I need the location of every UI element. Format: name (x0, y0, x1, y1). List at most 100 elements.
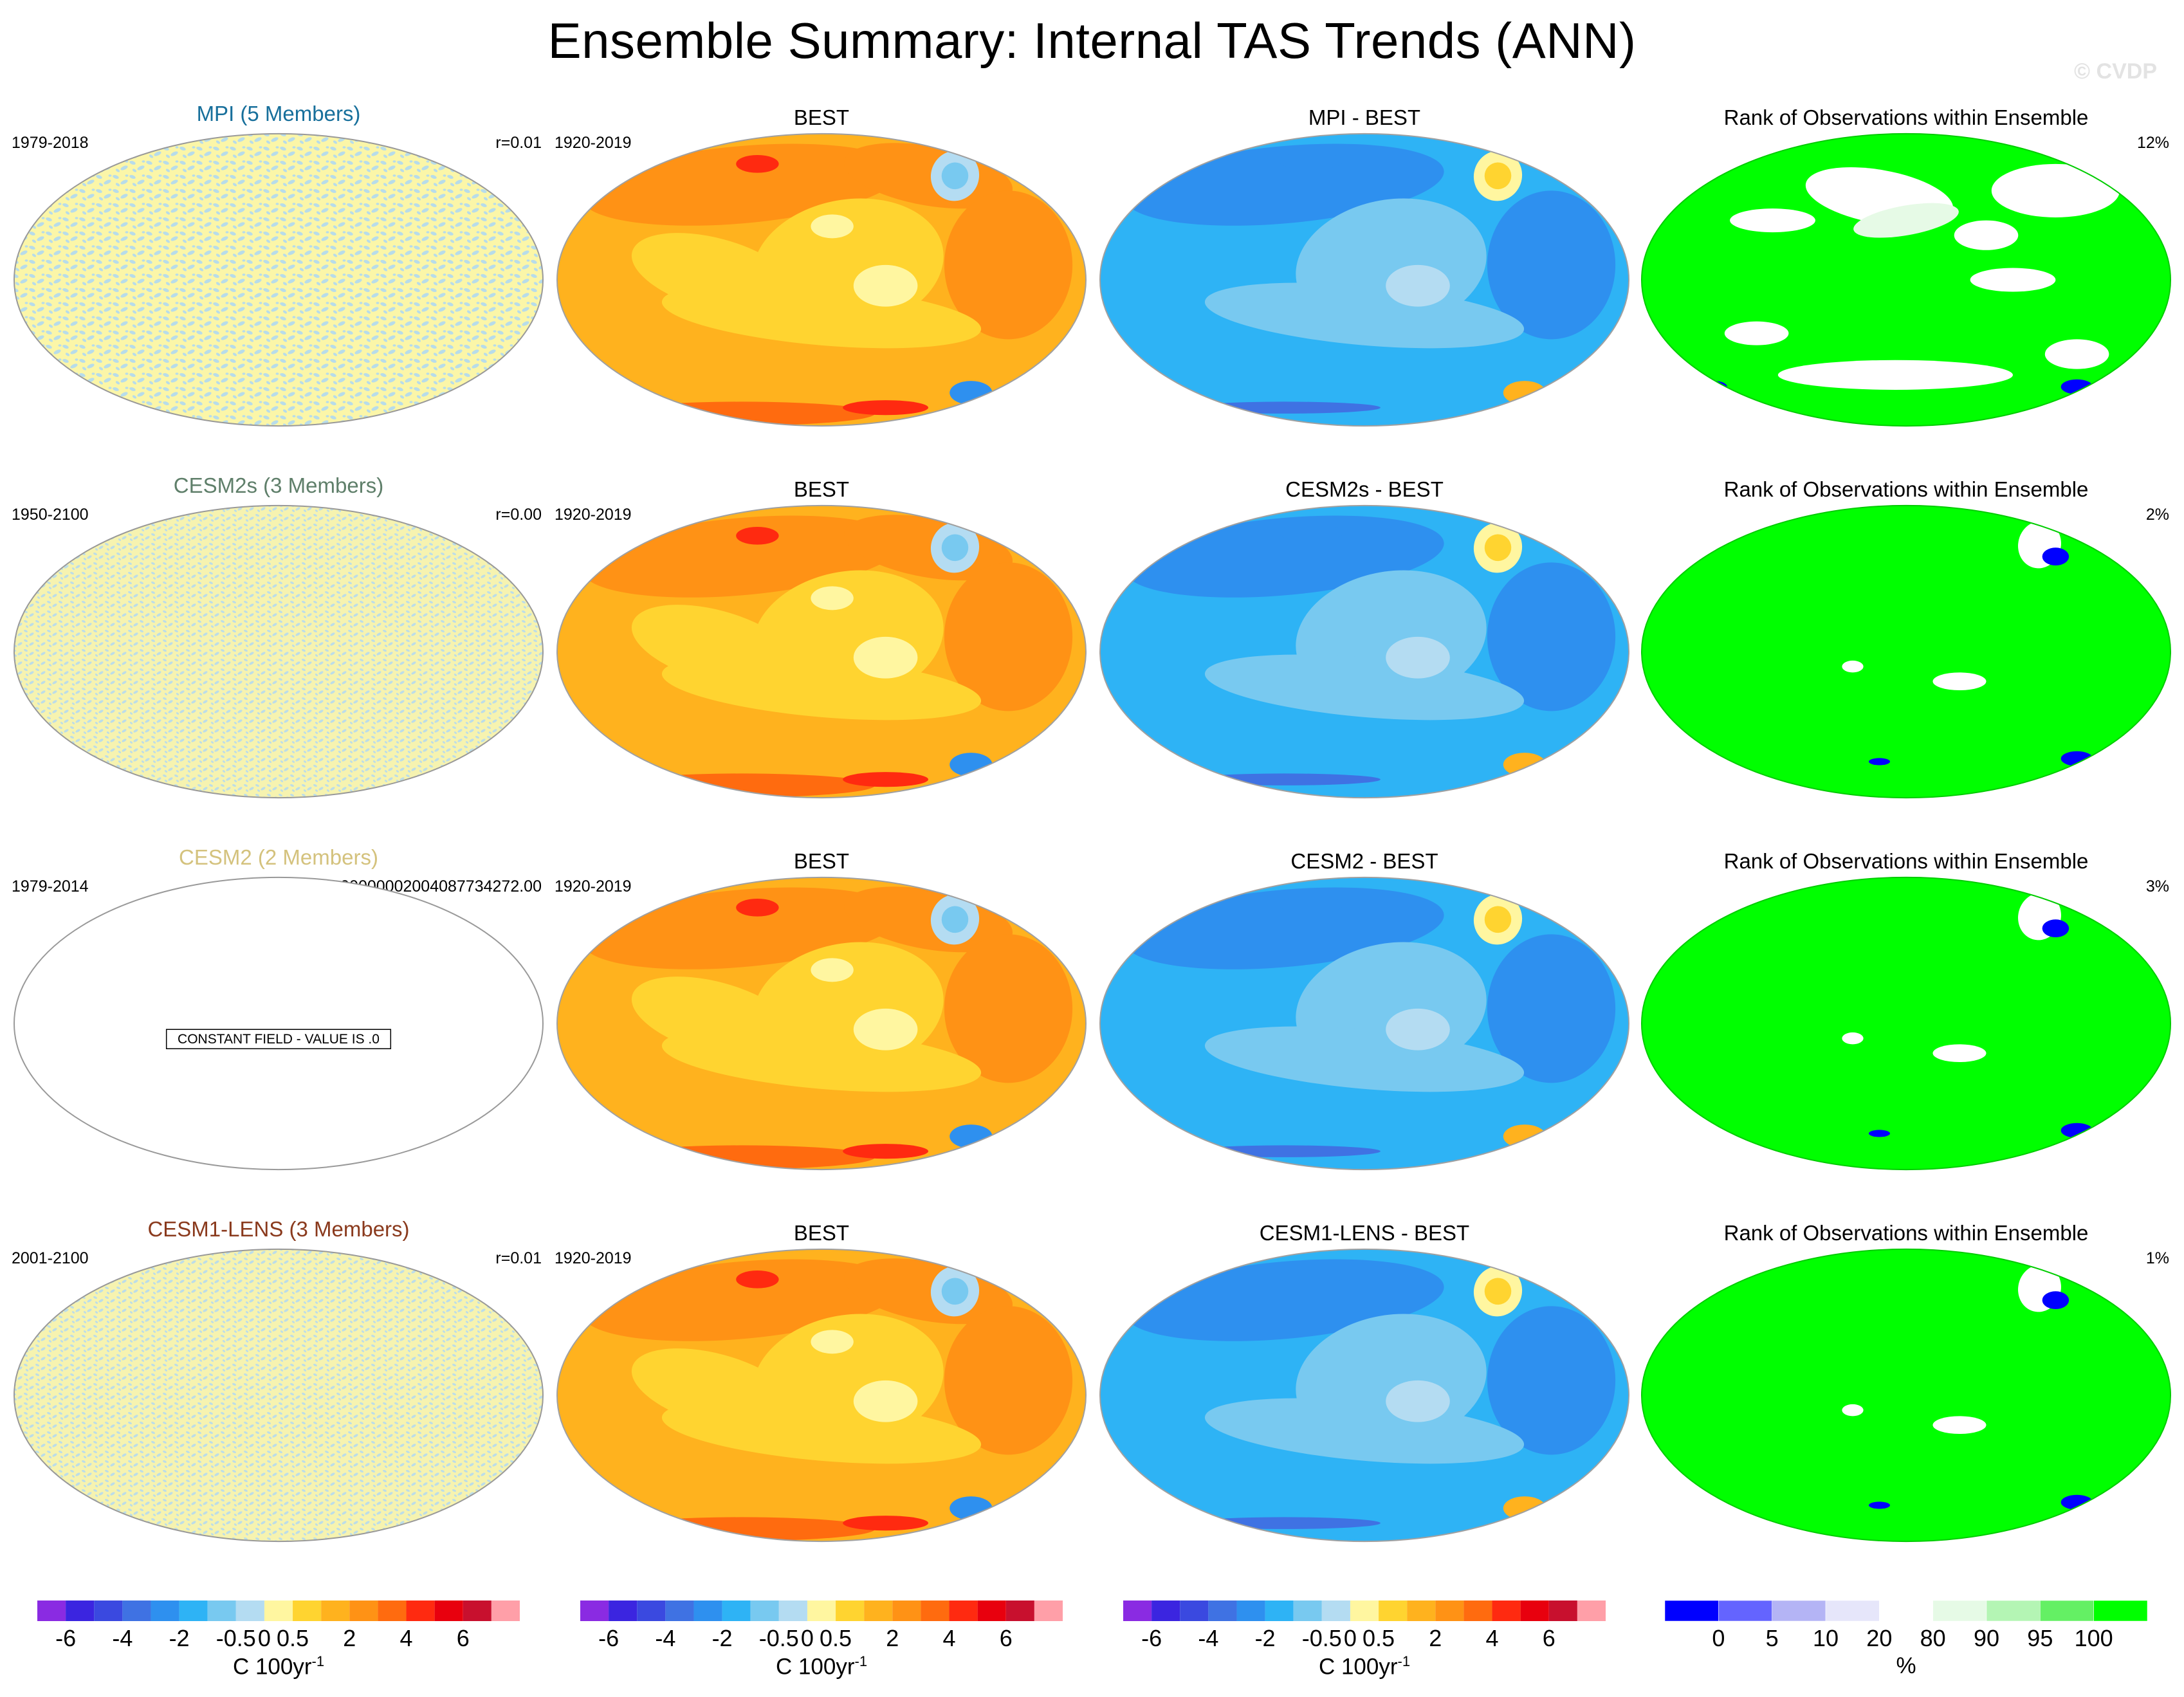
trend-colorbar: -6 -4 -2 -0.5 0 0.5 2 4 6 C 100yr-1 (1123, 1601, 1606, 1691)
pattern-correlation-label: r=0.01 (495, 1249, 542, 1267)
rank-percent-label: 3% (2145, 877, 2169, 895)
colorbar-swatch (1825, 1601, 1880, 1621)
colorbar-tick-label: 2 (343, 1625, 356, 1651)
colorbar-swatch (580, 1601, 609, 1621)
colorbar-swatch (864, 1601, 893, 1621)
colorbar-swatch (807, 1601, 836, 1621)
rank-map (1640, 877, 2172, 1170)
diff-panel-title: CESM1-LENS - BEST (1259, 1221, 1470, 1245)
obs-field (556, 133, 1087, 427)
rank-percent-label: 12% (2136, 134, 2169, 152)
diff-panel: CESM2s - BEST (1097, 475, 1631, 807)
colorbar-tick-label: -4 (1198, 1625, 1219, 1651)
colorbar-tick-label: -2 (711, 1625, 733, 1651)
colorbar-swatch (665, 1601, 694, 1621)
rank-field (1641, 133, 2171, 427)
colorbar-swatch (1407, 1601, 1436, 1621)
ensemble-map (13, 1249, 544, 1542)
diff-map (1099, 877, 1630, 1170)
colorbar-swatch (750, 1601, 779, 1621)
period-label: 1920-2019 (555, 877, 632, 895)
colorbar-swatch (892, 1601, 921, 1621)
colorbar-tick-label: 4 (399, 1625, 413, 1651)
colorbar-tick-label: 0 (1343, 1625, 1357, 1651)
colorbar-swatch (1180, 1601, 1209, 1621)
obs-map (556, 505, 1087, 798)
colorbar-tick-label: -2 (169, 1625, 190, 1651)
obs-field (556, 877, 1087, 1170)
rank-panel-title: Rank of Observations within Ensemble (1723, 849, 2089, 873)
rank-field (1641, 1249, 2171, 1542)
constant-field-box (165, 1029, 392, 1049)
rank-panel: Rank of Observations within Ensemble 3% (1639, 847, 2173, 1179)
colorbar-swatch (66, 1601, 95, 1621)
colorbar-tick-label: 95 (2027, 1625, 2053, 1651)
colorbar-tick-label: 2 (1429, 1625, 1442, 1651)
ensemble-map (13, 505, 544, 798)
colorbar-swatch (321, 1601, 350, 1621)
colorbar-unit-exponent: -1 (311, 1653, 325, 1669)
colorbar-tick-label: -0.5 (758, 1625, 799, 1651)
colorbar-swatch (349, 1601, 378, 1621)
ensemble-panel-title: CESM2s (3 Members) (173, 473, 384, 497)
obs-panel-title: BEST (793, 849, 850, 873)
colorbar-tick-label: 6 (1542, 1625, 1555, 1651)
ensemble-panel: MPI (5 Members) 1979-2018 r=0.01 (12, 102, 546, 435)
colorbar-swatch (1520, 1601, 1549, 1621)
ensemble-map (13, 133, 544, 427)
colorbar-swatch (836, 1601, 865, 1621)
colorbar-swatch (1986, 1601, 2041, 1621)
colorbar-swatch (491, 1601, 520, 1621)
diff-field (1099, 133, 1629, 427)
pattern-correlation-label: r=0.01 (495, 134, 542, 152)
period-label: 1920-2019 (555, 1249, 632, 1267)
diff-map (1099, 133, 1630, 427)
colorbar-tick-label: -0.5 (1301, 1625, 1342, 1651)
diff-panel: MPI - BEST (1097, 103, 1631, 435)
colorbar-tick-label: 0.5 (1363, 1625, 1395, 1651)
colorbar-swatches (1665, 1601, 2147, 1621)
diff-map (1099, 1249, 1630, 1542)
colorbar-swatch (1577, 1601, 1606, 1621)
colorbar-swatch (2093, 1601, 2147, 1621)
colorbar-swatch (1034, 1601, 1063, 1621)
colorbar-swatch (1772, 1601, 1826, 1621)
colorbar-tick-label: 6 (999, 1625, 1013, 1651)
colorbar-swatch (1293, 1601, 1322, 1621)
rank-percent-label: 1% (2145, 1249, 2169, 1267)
obs-map (556, 133, 1087, 427)
colorbar-swatch (1321, 1601, 1350, 1621)
colorbar-unit-label: C 100yr-1 (1123, 1653, 1606, 1680)
ensemble-panel: CESM2s (3 Members) 1950-2100 r=0.00 (12, 473, 546, 807)
colorbar-swatch (378, 1601, 407, 1621)
colorbar-tick-label: 5 (1765, 1625, 1779, 1651)
colorbar-swatch (1208, 1601, 1237, 1621)
colorbar-swatch (1265, 1601, 1294, 1621)
colorbar-swatch (463, 1601, 491, 1621)
trend-colorbar: -6 -4 -2 -0.5 0 0.5 2 4 6 C 100yr-1 (580, 1601, 1063, 1691)
colorbar-swatch (1379, 1601, 1408, 1621)
colorbar-unit-exponent: -1 (1397, 1653, 1411, 1669)
colorbar-swatches (37, 1601, 520, 1621)
colorbar-tick-label: 10 (1812, 1625, 1839, 1651)
colorbar-swatch (1492, 1601, 1521, 1621)
colorbar-unit-label: % (1665, 1653, 2147, 1679)
rank-panel: Rank of Observations within Ensemble 12% (1639, 103, 2173, 435)
diff-panel: CESM2 - BEST (1097, 847, 1631, 1179)
colorbar-swatches (580, 1601, 1063, 1621)
ensemble-panel-title: CESM2 (2 Members) (179, 845, 378, 869)
diff-field (1099, 1249, 1629, 1542)
colorbar-unit-label: C 100yr-1 (37, 1653, 520, 1680)
colorbar-swatch (264, 1601, 293, 1621)
colorbar-tick-label: -0.5 (216, 1625, 256, 1651)
rank-panel-title: Rank of Observations within Ensemble (1723, 105, 2089, 129)
colorbar-swatch (235, 1601, 264, 1621)
colorbar-tick-label: 6 (456, 1625, 470, 1651)
colorbar-tick-label: 80 (1920, 1625, 1946, 1651)
colorbar-swatch (122, 1601, 151, 1621)
colorbar-swatch (1236, 1601, 1265, 1621)
rank-panel-title: Rank of Observations within Ensemble (1723, 1221, 2089, 1245)
colorbar-swatch (37, 1601, 66, 1621)
rank-panel-title: Rank of Observations within Ensemble (1723, 477, 2089, 501)
rank-panel: Rank of Observations within Ensemble 2% (1639, 475, 2173, 807)
